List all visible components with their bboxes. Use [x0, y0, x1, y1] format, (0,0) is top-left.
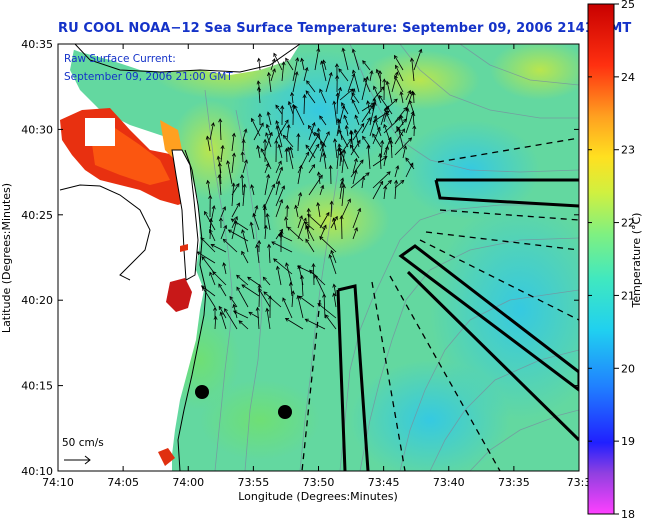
colorbar-tick-label: 20 [621, 362, 635, 375]
colorbar-tick-label: 23 [621, 144, 635, 157]
x-tick-label: 74:10 [42, 476, 74, 489]
sst-map [58, 44, 579, 471]
y-tick-label: 40:30 [21, 123, 53, 136]
x-tick-label: 73:35 [498, 476, 530, 489]
y-tick-label: 40:10 [21, 465, 53, 478]
station-marker [195, 385, 209, 399]
dashed-sector-lines [301, 137, 579, 471]
x-tick-label: 73:50 [303, 476, 335, 489]
x-tick-label: 73:40 [433, 476, 465, 489]
scale-label: 50 cm/s [62, 437, 104, 449]
colorbar-tick-label: 21 [621, 289, 635, 302]
y-tick-label: 40:25 [21, 209, 53, 222]
x-tick-label: 74:00 [172, 476, 204, 489]
surface-current-vectors [196, 47, 423, 330]
current-scale-arrow [64, 455, 91, 465]
raw-current-time: September 09, 2006 21:00 GMT [64, 71, 233, 83]
x-tick-label: 74:05 [107, 476, 139, 489]
colorbar [587, 3, 615, 515]
y-tick-label: 40:35 [21, 38, 53, 51]
colorbar-tick-label: 22 [621, 217, 635, 230]
y-tick-label: 40:20 [21, 294, 53, 307]
x-tick-label: 73:55 [238, 476, 270, 489]
y-tick-label: 40:15 [21, 380, 53, 393]
station-marker [278, 405, 292, 419]
x-axis-label: Longitude (Degrees:Minutes) [238, 490, 398, 503]
y-axis-ticks: 40:35 40:30 40:25 40:20 40:15 40:10 [21, 38, 579, 478]
raw-current-label: Raw Surface Current: [64, 53, 176, 65]
colorbar-ticks: 25 24 23 22 21 20 19 18 [588, 0, 635, 518]
colorbar-tick-label: 24 [621, 71, 635, 84]
x-tick-label: 73:3 [567, 476, 592, 489]
x-axis-ticks: 74:10 74:05 74:00 73:55 73:50 73:45 73:40 73:35… [42, 44, 591, 489]
land-long-island [58, 44, 300, 75]
colorbar-tick-label: 25 [621, 0, 635, 11]
map-title: RU COOL NOAA−12 Sea Surface Temperature:… [58, 21, 632, 36]
warm-water-shrewsbury [166, 278, 192, 312]
x-tick-label: 73:45 [368, 476, 400, 489]
colorbar-label: Temperature (°C) [630, 213, 643, 309]
colorbar-tick-label: 19 [621, 435, 635, 448]
restricted-zones [336, 178, 579, 471]
colorbar-tick-label: 18 [621, 508, 635, 518]
land-staten-island [85, 118, 115, 146]
y-axis-label: Latitude (Degrees:Minutes) [0, 183, 13, 333]
